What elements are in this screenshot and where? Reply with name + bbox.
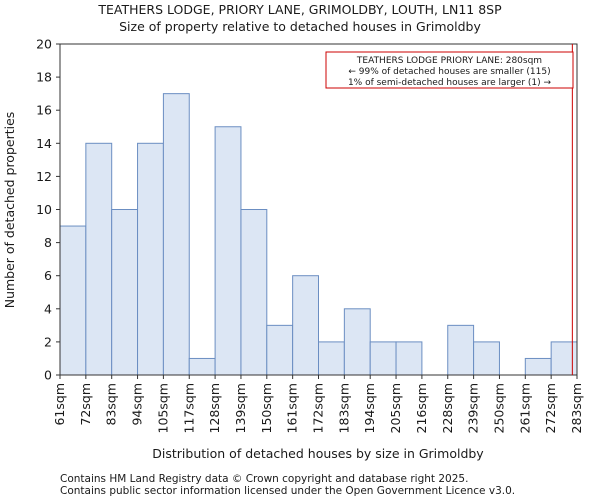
x-tick-label: 61sqm [52, 383, 67, 426]
y-tick-label: 16 [36, 103, 52, 118]
x-tick-label: 83sqm [104, 383, 119, 426]
x-axis-label: Distribution of detached houses by size … [152, 446, 484, 461]
x-tick-label: 117sqm [181, 383, 196, 433]
bar [318, 341, 345, 376]
x-tick-label: 94sqm [130, 383, 145, 426]
x-tick-label: 161sqm [285, 383, 300, 433]
bar [214, 126, 242, 376]
bar [266, 324, 294, 376]
bar [447, 324, 475, 376]
y-tick-label: 2 [44, 334, 52, 349]
x-tick-label: 250sqm [491, 383, 506, 433]
x-tick-label: 139sqm [233, 383, 248, 433]
footer-copyright: Contains HM Land Registry data © Crown c… [60, 473, 468, 485]
bar [550, 341, 578, 376]
annotation-line: 1% of semi-detached houses are larger (1… [348, 78, 552, 88]
x-tick-label: 194sqm [362, 383, 377, 433]
bar [162, 93, 190, 376]
y-tick-label: 14 [36, 136, 52, 151]
y-tick-label: 8 [44, 235, 52, 250]
x-tick-label: 183sqm [336, 383, 351, 433]
y-tick-label: 6 [44, 268, 52, 283]
x-tick-label: 105sqm [155, 383, 170, 433]
bar [395, 341, 423, 376]
chart-subtitle: Size of property relative to detached ho… [119, 19, 481, 34]
y-tick-label: 4 [44, 301, 52, 316]
x-tick-label: 205sqm [388, 383, 403, 433]
x-tick-label: 261sqm [517, 383, 532, 433]
x-tick-label: 150sqm [259, 383, 274, 433]
x-tick-label: 272sqm [543, 383, 558, 433]
bar [240, 209, 268, 376]
bar [369, 341, 397, 376]
bar [292, 275, 319, 376]
y-tick-label: 20 [36, 37, 52, 52]
bar [473, 341, 500, 376]
x-tick-label: 172sqm [311, 383, 326, 433]
plot-area: 0 2 4 6 8 10 12 14 16 18 20 61sqm 72sqm 83sqm 94sqm 105… [36, 37, 584, 434]
x-tick-label: 283sqm [569, 383, 584, 433]
x-tick-label: 128sqm [207, 383, 222, 433]
x-tick-label: 239sqm [466, 383, 481, 433]
y-tick-label: 12 [36, 169, 52, 184]
annotation-line: TEATHERS LODGE PRIORY LANE: 280sqm [356, 56, 542, 66]
annotation-line: ← 99% of detached houses are smaller (11… [348, 67, 550, 77]
bar [59, 225, 87, 376]
y-axis-label: Number of detached properties [2, 112, 17, 309]
y-tick-label: 0 [44, 368, 52, 383]
bar [137, 142, 164, 376]
bar [524, 357, 552, 376]
bar [188, 357, 216, 376]
bar [111, 209, 139, 376]
x-tick-label: 228sqm [440, 383, 455, 433]
annotation-box [325, 51, 574, 89]
chart-title: TEATHERS LODGE, PRIORY LANE, GRIMOLDBY, … [97, 2, 502, 17]
x-tick-label: 216sqm [414, 383, 429, 433]
y-tick-label: 10 [36, 202, 52, 217]
x-tick-label: 72sqm [78, 383, 93, 426]
bar [343, 308, 371, 376]
bar [85, 142, 113, 376]
footer-licence: Contains public sector information licen… [60, 485, 515, 497]
y-tick-label: 18 [36, 70, 52, 85]
